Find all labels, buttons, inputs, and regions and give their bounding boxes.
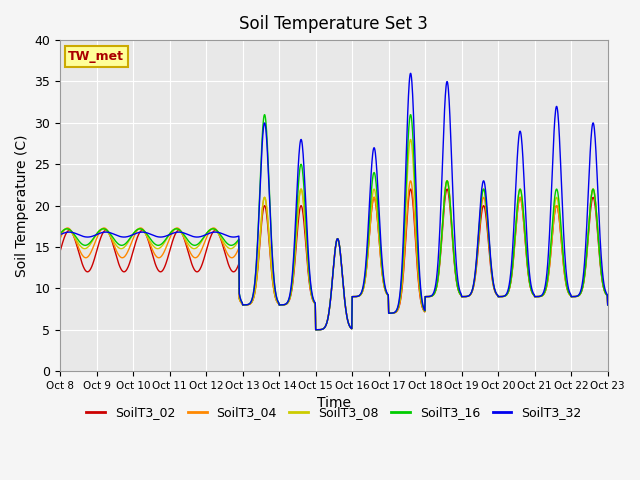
SoilT3_32: [177, 229, 185, 235]
Text: TW_met: TW_met: [68, 50, 124, 63]
SoilT3_02: [312, 327, 319, 333]
SoilT3_16: [271, 288, 279, 293]
SoilT3_08: [312, 327, 319, 333]
SoilT3_08: [509, 263, 516, 268]
SoilT3_16: [177, 228, 185, 234]
Line: SoilT3_04: SoilT3_04: [60, 181, 608, 330]
SoilT3_08: [271, 292, 279, 298]
SoilT3_04: [271, 292, 279, 298]
SoilT3_32: [284, 298, 292, 303]
SoilT3_02: [509, 265, 516, 271]
SoilT3_04: [604, 302, 612, 308]
SoilT3_16: [261, 112, 269, 118]
SoilT3_16: [509, 263, 516, 268]
SoilT3_32: [56, 232, 64, 238]
SoilT3_02: [56, 248, 64, 254]
Y-axis label: Soil Temperature (C): Soil Temperature (C): [15, 134, 29, 277]
SoilT3_32: [556, 142, 564, 148]
SoilT3_08: [556, 215, 564, 220]
SoilT3_08: [604, 302, 612, 308]
SoilT3_02: [556, 221, 564, 227]
SoilT3_04: [444, 178, 451, 184]
Legend: SoilT3_02, SoilT3_04, SoilT3_08, SoilT3_16, SoilT3_32: SoilT3_02, SoilT3_04, SoilT3_08, SoilT3_…: [81, 401, 587, 424]
SoilT3_04: [312, 327, 319, 333]
Line: SoilT3_08: SoilT3_08: [60, 140, 608, 330]
SoilT3_32: [509, 246, 516, 252]
SoilT3_32: [312, 327, 319, 333]
SoilT3_04: [419, 303, 426, 309]
SoilT3_08: [56, 231, 64, 237]
SoilT3_08: [419, 303, 426, 309]
SoilT3_16: [56, 231, 64, 237]
SoilT3_16: [604, 302, 612, 308]
SoilT3_04: [556, 221, 564, 227]
SoilT3_02: [284, 300, 292, 305]
SoilT3_02: [444, 186, 451, 192]
SoilT3_08: [407, 137, 415, 143]
Title: Soil Temperature Set 3: Soil Temperature Set 3: [239, 15, 428, 33]
SoilT3_02: [604, 302, 612, 308]
SoilT3_32: [419, 300, 426, 306]
SoilT3_32: [407, 71, 415, 76]
SoilT3_02: [271, 293, 279, 299]
Line: SoilT3_02: SoilT3_02: [60, 189, 608, 330]
SoilT3_16: [556, 208, 564, 214]
SoilT3_16: [285, 298, 292, 303]
SoilT3_32: [271, 286, 279, 291]
SoilT3_02: [177, 229, 185, 235]
Line: SoilT3_32: SoilT3_32: [60, 73, 608, 330]
SoilT3_16: [312, 327, 319, 333]
Line: SoilT3_16: SoilT3_16: [60, 115, 608, 330]
SoilT3_32: [604, 302, 612, 308]
SoilT3_04: [509, 265, 516, 271]
SoilT3_04: [56, 236, 64, 241]
SoilT3_04: [177, 228, 185, 234]
SoilT3_04: [284, 299, 292, 305]
SoilT3_16: [419, 302, 426, 308]
X-axis label: Time: Time: [317, 396, 351, 410]
SoilT3_02: [419, 304, 426, 310]
SoilT3_08: [284, 299, 292, 305]
SoilT3_08: [177, 229, 185, 235]
